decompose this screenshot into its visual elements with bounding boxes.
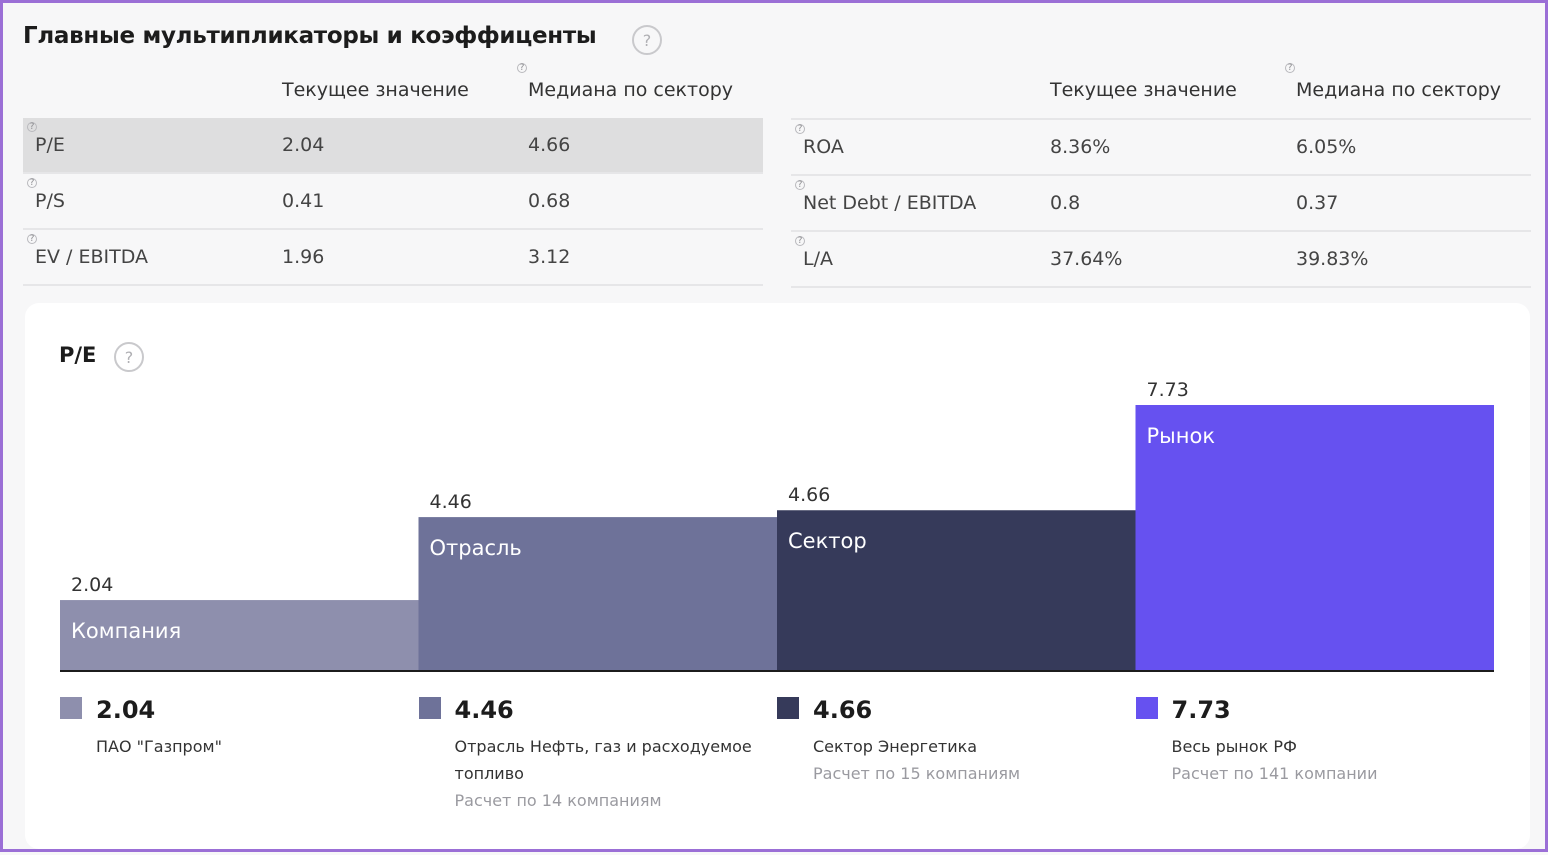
row-current: 1.96 — [282, 246, 325, 268]
help-icon[interactable]: ? — [27, 122, 37, 132]
legend-name: ПАО "Газпром" — [96, 733, 416, 760]
table-row[interactable]: ? L/A 37.64% 39.83% — [791, 232, 1531, 288]
legend-name-text: Весь рынок РФ — [1171, 737, 1297, 756]
help-icon[interactable]: ? — [795, 124, 805, 134]
legend-note: Расчет по 141 компании — [1171, 764, 1378, 783]
legend-swatch — [60, 697, 82, 719]
bar-category-label: Рынок — [1147, 424, 1216, 448]
help-icon[interactable]: ? — [27, 234, 37, 244]
table-row[interactable]: ? P/E 2.04 4.66 — [23, 118, 763, 174]
column-current: Текущее значение — [1050, 79, 1237, 101]
chart-title: P/E — [59, 343, 97, 367]
table-row[interactable]: ? Net Debt / EBITDA 0.8 0.37 — [791, 176, 1531, 232]
row-current: 8.36% — [1050, 136, 1111, 158]
row-label: P/E — [35, 134, 65, 156]
row-median: 39.83% — [1296, 248, 1369, 270]
row-current: 2.04 — [282, 134, 325, 156]
help-icon[interactable]: ? — [114, 342, 144, 372]
table-header: Текущее значение ? Медиана по сектору — [23, 63, 763, 118]
bar-3[interactable] — [1135, 405, 1495, 670]
help-icon[interactable]: ? — [632, 25, 662, 55]
bar-value-label: 4.66 — [788, 484, 830, 506]
legend-value: 4.46 — [454, 696, 514, 724]
legend-value: 4.66 — [813, 696, 873, 724]
row-current: 0.41 — [282, 190, 325, 212]
legend-name: Сектор Энергетика Расчет по 15 компаниям — [813, 733, 1133, 787]
multipliers-table-left: Текущее значение ? Медиана по сектору ? … — [23, 63, 763, 286]
bar-value-label: 7.73 — [1147, 379, 1189, 401]
help-icon[interactable]: ? — [795, 180, 805, 190]
legend-swatch — [1135, 697, 1158, 719]
legend-swatch — [777, 697, 799, 719]
legend-name-text: Сектор Энергетика — [813, 737, 978, 756]
bar-value-label: 4.46 — [430, 491, 472, 513]
row-median: 0.68 — [528, 190, 571, 212]
table-header: Текущее значение ? Медиана по сектору — [791, 63, 1531, 118]
row-label: ROA — [803, 136, 844, 158]
column-median: Медиана по сектору — [528, 79, 734, 101]
legend-note: Расчет по 15 компаниям — [813, 764, 1021, 783]
bar-category-label: Сектор — [788, 529, 867, 553]
column-median: Медиана по сектору — [1296, 79, 1502, 101]
row-label: L/A — [803, 248, 833, 270]
multipliers-table-right: Текущее значение ? Медиана по сектору ? … — [791, 63, 1531, 288]
help-icon[interactable]: ? — [27, 178, 37, 188]
row-label: EV / EBITDA — [35, 246, 149, 268]
row-current: 0.8 — [1050, 192, 1081, 214]
row-label: P/S — [35, 190, 65, 212]
bar-2[interactable] — [777, 510, 1136, 670]
pe-bar-chart: 2.04 Компания 4.46 Отрасль 4.66 Сектор 7.73 Рын… — [60, 379, 1495, 672]
section-title: Главные мультипликаторы и коэффиценты — [23, 23, 597, 49]
bar-0[interactable] — [60, 600, 419, 670]
help-icon[interactable]: ? — [1285, 63, 1295, 73]
legend-name: Отрасль Нефть, газ и расходуемое топливо… — [455, 733, 775, 814]
bar-1[interactable] — [418, 517, 778, 670]
legend-name: Весь рынок РФ Расчет по 141 компании — [1172, 733, 1492, 787]
row-median: 6.05% — [1296, 136, 1357, 158]
bar-value-label: 2.04 — [71, 574, 113, 596]
row-label: Net Debt / EBITDA — [803, 192, 977, 214]
bar-category-label: Компания — [71, 619, 181, 643]
help-icon[interactable]: ? — [517, 63, 527, 73]
help-icon[interactable]: ? — [795, 236, 805, 246]
row-median: 3.12 — [528, 246, 571, 268]
row-current: 37.64% — [1050, 248, 1123, 270]
legend-value: 2.04 — [96, 696, 156, 724]
table-row[interactable]: ? P/S 0.41 0.68 — [23, 174, 763, 230]
bar-category-label: Отрасль — [430, 536, 522, 560]
table-row[interactable]: ? ROA 8.36% 6.05% — [791, 118, 1531, 176]
table-row[interactable]: ? EV / EBITDA 1.96 3.12 — [23, 230, 763, 286]
row-median: 4.66 — [528, 134, 571, 156]
legend-name-text: ПАО "Газпром" — [96, 737, 222, 756]
legend-name-text: Отрасль Нефть, газ и расходуемое топливо — [454, 737, 752, 783]
row-median: 0.37 — [1296, 192, 1339, 214]
legend-note: Расчет по 14 компаниям — [454, 791, 662, 810]
column-current: Текущее значение — [282, 79, 469, 101]
legend-swatch — [418, 697, 441, 719]
legend-value: 7.73 — [1171, 696, 1231, 724]
